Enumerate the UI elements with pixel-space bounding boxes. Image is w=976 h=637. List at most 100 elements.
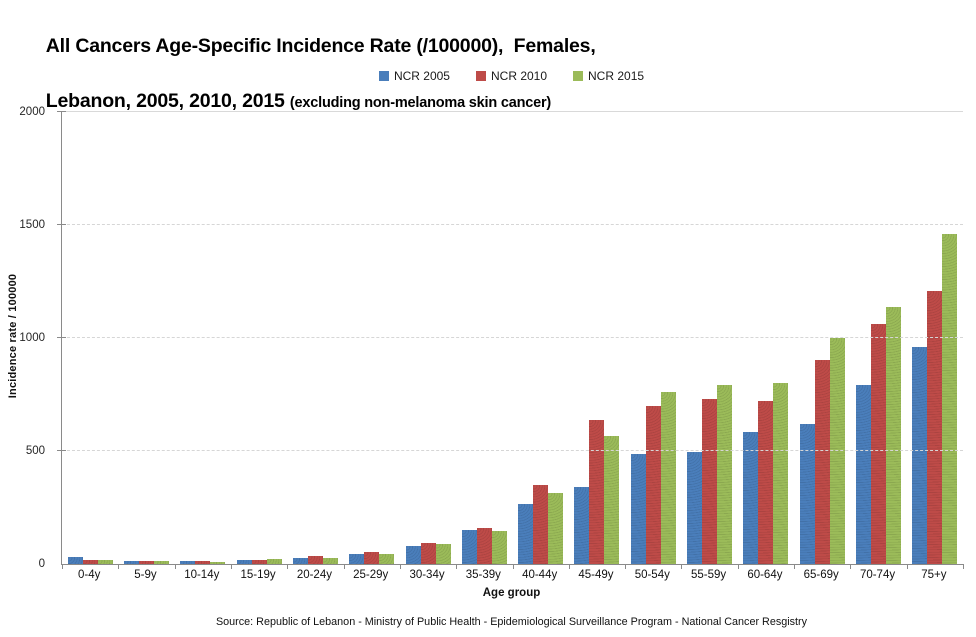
chart-title: All Cancers Age-Specific Incidence Rate … <box>28 6 596 144</box>
bar-ncr-2010-20-24y <box>307 556 323 564</box>
chart-subtitle: (excluding non-melanoma skin cancer) <box>289 95 552 111</box>
bar-group-35-39y <box>456 112 512 564</box>
bar-ncr-2015-20-24y <box>322 557 338 564</box>
y-tick-mark <box>57 450 66 451</box>
bar-ncr-2010-30-34y <box>420 543 436 564</box>
y-tick-label-500: 500 <box>25 445 45 457</box>
bar-ncr-2005-75+y <box>912 346 928 564</box>
bar-group-15-19y <box>231 112 287 564</box>
bar-ncr-2005-65-69y <box>799 423 815 564</box>
bar-ncr-2015-0-4y <box>97 559 113 564</box>
x-tick-label-65-69y: 65-69y <box>803 569 839 581</box>
x-tick-label-10-14y: 10-14y <box>184 569 220 581</box>
bar-ncr-2015-60-64y <box>773 382 789 564</box>
bar-ncr-2005-55-59y <box>687 451 703 564</box>
bar-group-20-24y <box>287 112 343 564</box>
gridline-1000 <box>62 337 963 338</box>
bar-ncr-2010-70-74y <box>871 323 887 564</box>
bar-group-55-59y <box>681 112 737 564</box>
legend-swatch-icon <box>475 71 486 81</box>
gridline-1500 <box>62 224 963 225</box>
bar-ncr-2015-35-39y <box>491 531 507 564</box>
bar-ncr-2005-10-14y <box>180 561 196 564</box>
bar-ncr-2005-35-39y <box>461 530 477 564</box>
y-tick-label-1000: 1000 <box>19 332 45 344</box>
bar-group-50-54y <box>625 112 681 564</box>
bar-group-5-9y <box>118 112 174 564</box>
y-tick-label-0: 0 <box>38 558 45 570</box>
x-tick-label-35-39y: 35-39y <box>465 569 501 581</box>
bar-ncr-2015-70-74y <box>886 307 902 564</box>
bar-ncr-2010-75+y <box>927 290 943 564</box>
legend-swatch-icon <box>573 71 584 81</box>
bar-ncr-2015-30-34y <box>435 544 451 564</box>
bar-ncr-2015-40-44y <box>548 493 564 564</box>
source-note: Source: Republic of Lebanon - Ministry o… <box>215 616 808 628</box>
x-tick-label-45-49y: 45-49y <box>578 569 614 581</box>
bar-ncr-2010-0-4y <box>82 560 98 564</box>
bar-ncr-2015-15-19y <box>266 558 282 564</box>
bar-ncr-2010-45-49y <box>589 420 605 564</box>
x-axis-tick-labels: 0-4y 5-9y 10-14y 15-19y 20-24y 25-29y 30-34y 35… <box>61 569 962 581</box>
bar-group-60-64y <box>738 112 794 564</box>
x-tick-mark <box>625 564 627 569</box>
bar-ncr-2010-15-19y <box>251 559 267 564</box>
gridline-2000 <box>62 111 963 112</box>
bar-ncr-2005-45-49y <box>574 487 590 564</box>
x-axis-title: Age group <box>482 587 541 599</box>
bar-ncr-2010-5-9y <box>138 561 154 564</box>
bar-ncr-2005-50-54y <box>630 454 646 564</box>
bar-ncr-2015-50-54y <box>660 391 676 564</box>
bar-ncr-2015-25-29y <box>379 553 395 564</box>
bar-ncr-2010-50-54y <box>645 406 661 564</box>
bar-ncr-2010-65-69y <box>814 359 830 564</box>
x-tick-mark <box>343 564 345 569</box>
x-tick-label-15-19y: 15-19y <box>240 569 276 581</box>
bar-ncr-2015-5-9y <box>153 561 169 564</box>
bar-ncr-2010-60-64y <box>758 400 774 564</box>
x-tick-mark <box>737 564 739 569</box>
y-tick-label-1500: 1500 <box>19 219 45 231</box>
bar-group-45-49y <box>569 112 625 564</box>
bar-ncr-2005-5-9y <box>123 561 139 564</box>
bar-ncr-2005-40-44y <box>518 504 534 564</box>
bar-group-0-4y <box>62 112 118 564</box>
bar-group-25-29y <box>344 112 400 564</box>
bar-ncr-2010-55-59y <box>702 398 718 564</box>
bar-group-40-44y <box>513 112 569 564</box>
x-tick-mark <box>399 564 401 569</box>
legend-label: NCR 2005 <box>393 69 450 83</box>
bar-ncr-2010-40-44y <box>533 485 549 564</box>
x-tick-mark <box>963 564 964 569</box>
x-tick-label-75+y: 75+y <box>921 569 947 581</box>
x-tick-label-0-4y: 0-4y <box>77 569 101 581</box>
y-tick-mark <box>57 224 66 225</box>
bar-ncr-2015-45-49y <box>604 435 620 564</box>
chart-title-line2: Lebanon, 2005, 2010, 2015 <box>45 90 290 112</box>
bar-group-10-14y <box>175 112 231 564</box>
legend-label: NCR 2010 <box>490 69 548 83</box>
y-tick-label-2000: 2000 <box>19 106 45 118</box>
x-tick-label-25-29y: 25-29y <box>353 569 389 581</box>
x-tick-mark <box>512 564 514 569</box>
legend-item-ncr-2015: NCR 2015 <box>573 69 644 83</box>
x-tick-label-5-9y: 5-9y <box>134 569 157 581</box>
x-tick-mark <box>287 564 289 569</box>
x-tick-label-30-34y: 30-34y <box>409 569 445 581</box>
x-tick-label-20-24y: 20-24y <box>296 569 332 581</box>
x-tick-mark <box>118 564 120 569</box>
bar-ncr-2015-65-69y <box>829 338 845 564</box>
y-axis-tick-labels: 0 500 1000 1500 2000 <box>0 106 54 570</box>
x-tick-label-60-64y: 60-64y <box>747 569 783 581</box>
x-tick-mark <box>906 564 908 569</box>
bar-ncr-2015-75+y <box>942 233 958 564</box>
bar-ncr-2005-15-19y <box>236 559 252 564</box>
bar-group-75+y <box>907 112 963 564</box>
bar-ncr-2010-35-39y <box>476 527 492 564</box>
y-tick-mark <box>57 337 66 338</box>
x-tick-mark <box>681 564 683 569</box>
x-tick-label-55-59y: 55-59y <box>691 569 727 581</box>
x-tick-mark <box>850 564 852 569</box>
legend-label: NCR 2015 <box>588 69 645 83</box>
